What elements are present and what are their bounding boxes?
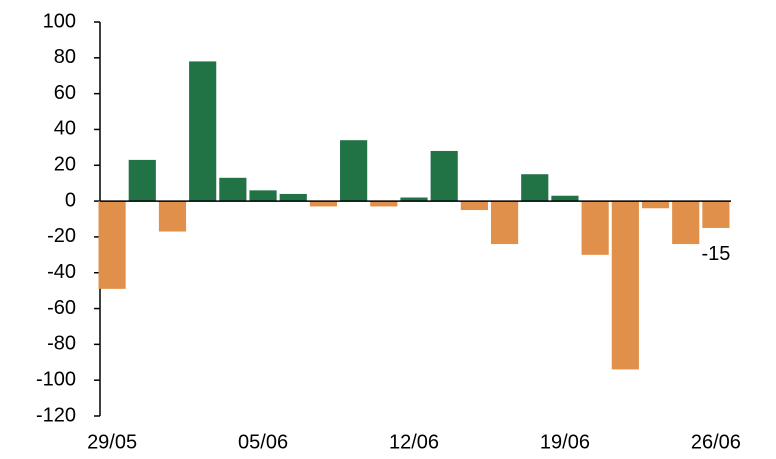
x-tick-label: 05/06 (238, 431, 288, 453)
y-tick-label: -80 (47, 333, 76, 355)
y-tick-label: -100 (36, 368, 76, 390)
bar (219, 177, 247, 202)
y-tick-label: 20 (54, 154, 76, 176)
bar (128, 159, 156, 202)
bar (490, 201, 519, 245)
x-tick-label: 26/06 (691, 431, 741, 453)
y-tick-label: 60 (54, 82, 76, 104)
bar (551, 195, 579, 202)
bar (581, 201, 609, 255)
bar (400, 197, 428, 202)
y-tick-label: 100 (43, 10, 76, 32)
y-tick-label: -120 (36, 404, 76, 426)
y-tick-label: -60 (47, 297, 76, 319)
y-tick-label: -20 (47, 225, 76, 247)
x-tick-label: 19/06 (540, 431, 590, 453)
bar (189, 61, 217, 202)
data-label: -15 (701, 243, 730, 265)
bar (611, 201, 639, 370)
bar (249, 190, 277, 202)
bar (279, 193, 307, 202)
y-tick-label: 80 (54, 46, 76, 68)
y-tick-label: 0 (65, 189, 76, 211)
y-tick-label: 40 (54, 118, 76, 140)
bar (309, 201, 338, 207)
bar (641, 201, 670, 209)
bar (98, 201, 126, 289)
bar (521, 174, 549, 202)
bar (460, 201, 488, 211)
bar (370, 201, 398, 207)
bar (702, 201, 730, 228)
bar (672, 201, 700, 245)
x-tick-label: 29/05 (87, 431, 137, 453)
y-tick-label: -40 (47, 261, 76, 283)
x-tick-label: 12/06 (389, 431, 439, 453)
bar (340, 140, 368, 202)
bar (430, 150, 458, 202)
bar (158, 201, 187, 232)
